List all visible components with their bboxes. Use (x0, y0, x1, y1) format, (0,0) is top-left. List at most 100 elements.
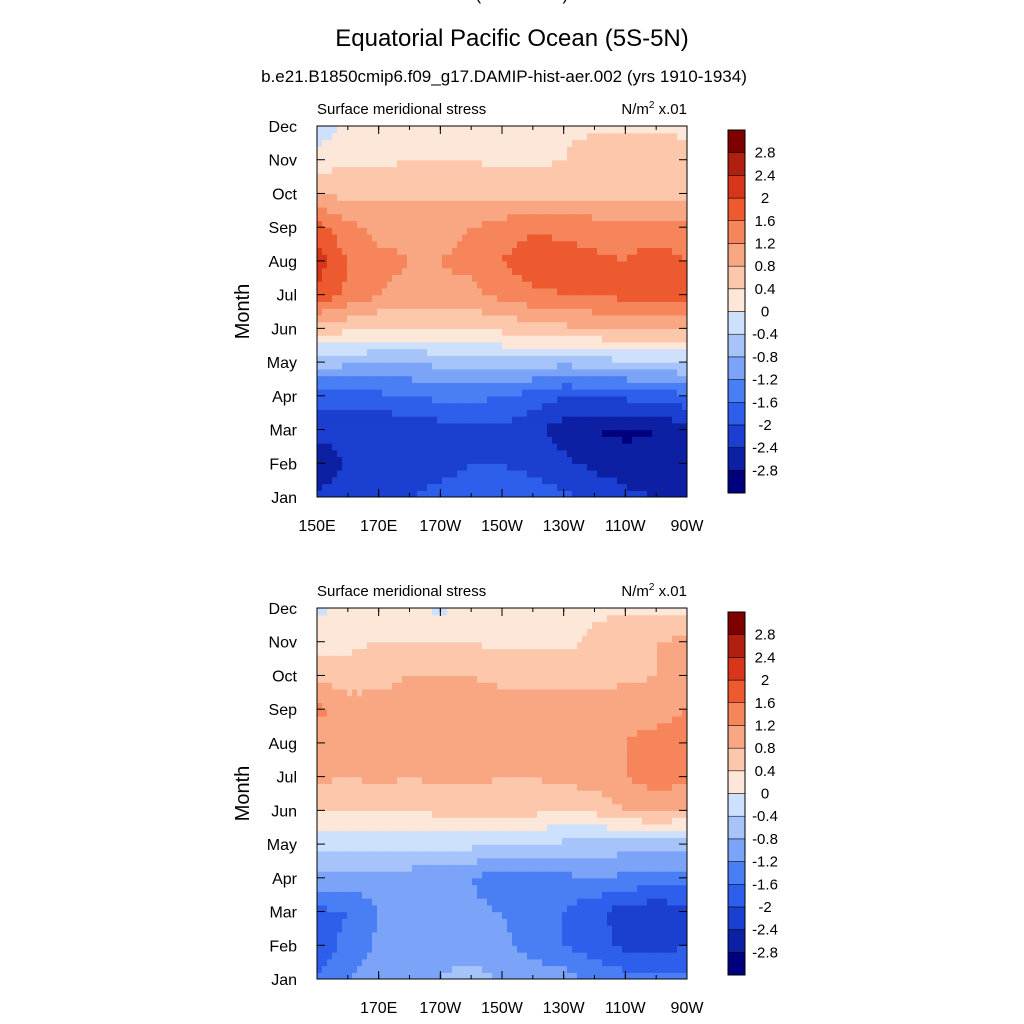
contour-cell (327, 348, 333, 356)
contour-cell (612, 931, 618, 940)
contour-cell (652, 341, 658, 350)
contour-cell (612, 206, 618, 215)
contour-cell (422, 952, 428, 960)
contour-cell (592, 931, 598, 940)
contour-cell (602, 429, 608, 437)
contour-cell (612, 402, 618, 410)
contour-cell (657, 294, 663, 302)
contour-cell (577, 260, 583, 269)
contour-cell (642, 938, 648, 946)
contour-cell (657, 247, 663, 255)
contour-cell (442, 314, 448, 323)
contour-cell (447, 470, 453, 478)
contour-cell (667, 247, 673, 255)
contour-cell (412, 206, 418, 215)
contour-cell (327, 287, 333, 296)
contour-cell (477, 470, 483, 478)
contour-cell (452, 965, 458, 973)
contour-cell (657, 429, 663, 437)
contour-cell (472, 925, 478, 933)
contour-cell (607, 395, 613, 404)
contour-cell (647, 918, 653, 926)
contour-cell (577, 220, 583, 228)
contour-cell (397, 173, 403, 181)
contour-cell (642, 449, 648, 458)
contour-cell (317, 375, 323, 383)
contour-cell (497, 287, 503, 296)
contour-cell (322, 139, 328, 147)
contour-cell (377, 918, 383, 926)
contour-cell (402, 260, 408, 269)
contour-cell (342, 945, 348, 953)
contour-cell (342, 402, 348, 410)
contour-cell (352, 247, 358, 255)
contour-cell (552, 267, 558, 275)
contour-cell (462, 213, 468, 222)
contour-cell (462, 220, 468, 228)
contour-cell (437, 301, 443, 309)
contour-cell (342, 355, 348, 363)
contour-cell (407, 233, 413, 242)
contour-cell (562, 395, 568, 404)
contour-cell (527, 308, 533, 316)
contour-cell (567, 233, 573, 242)
contour-cell (482, 389, 488, 397)
contour-cell (422, 402, 428, 410)
contour-cell (527, 402, 533, 410)
contour-cell (567, 382, 573, 390)
contour-cell (522, 193, 528, 201)
contour-cell (452, 220, 458, 228)
contour-cell (517, 220, 523, 228)
contour-cell (412, 159, 418, 168)
contour-cell (517, 301, 523, 309)
contour-cell (482, 422, 488, 431)
contour-cell (657, 152, 663, 161)
contour-cell (322, 938, 328, 946)
contour-cell (472, 274, 478, 282)
contour-cell (317, 965, 323, 973)
contour-cell (607, 443, 613, 451)
contour-cell (327, 227, 333, 235)
contour-cell (432, 422, 438, 431)
contour-cell (442, 348, 448, 356)
colorbar-label: 2.4 (755, 167, 776, 184)
contour-cell (627, 254, 633, 262)
contour-cell (372, 126, 378, 134)
contour-cell (567, 449, 573, 458)
contour-cell (372, 173, 378, 181)
contour-cell (677, 389, 683, 397)
contour-cell (342, 260, 348, 269)
contour-cell (562, 139, 568, 147)
contour-cell (397, 456, 403, 464)
contour-cell (347, 206, 353, 215)
contour-cell (352, 911, 358, 919)
contour-cell (427, 925, 433, 933)
contour-cell (457, 368, 463, 377)
contour-cell (602, 335, 608, 343)
contour-cell (352, 470, 358, 478)
contour-cell (507, 368, 513, 377)
contour-cell (422, 254, 428, 262)
contour-cell (412, 301, 418, 309)
contour-cell (537, 220, 543, 228)
contour-cell (382, 402, 388, 410)
contour-cell (362, 173, 368, 181)
contour-cell (357, 945, 363, 953)
contour-cell (567, 206, 573, 215)
contour-cell (317, 220, 323, 228)
contour-cell (577, 355, 583, 363)
contour-cell (362, 429, 368, 437)
contour-cell (612, 179, 618, 188)
contour-cell (552, 314, 558, 323)
contour-cell (507, 463, 513, 471)
contour-cell (467, 247, 473, 255)
contour-cell (562, 945, 568, 953)
contour-cell (532, 274, 538, 282)
contour-cell (342, 470, 348, 478)
contour-cell (327, 972, 333, 979)
contour-cell (587, 463, 593, 471)
contour-cell (352, 422, 358, 431)
contour-cell (412, 335, 418, 343)
contour-cell (677, 139, 683, 147)
contour-cell (442, 918, 448, 926)
